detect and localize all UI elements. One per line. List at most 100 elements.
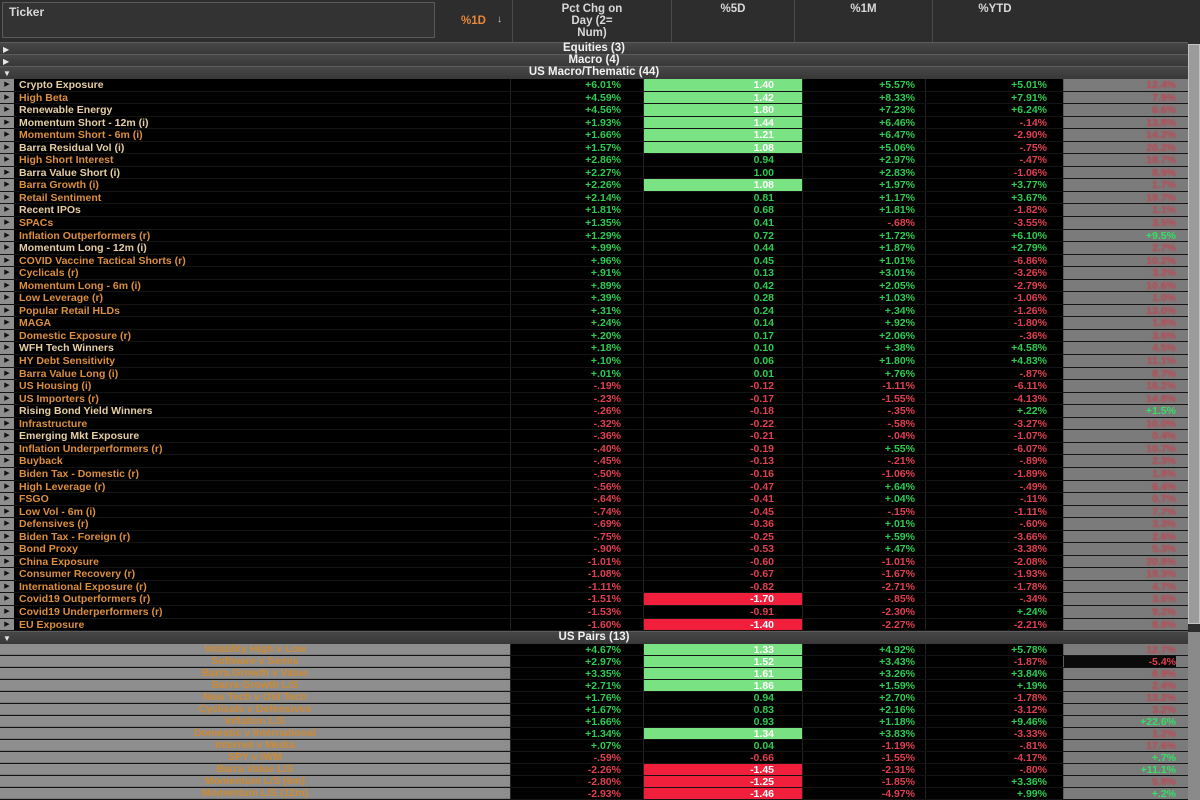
expand-arrow-icon[interactable]: ▶ bbox=[0, 605, 14, 618]
ticker-cell[interactable]: MAGA bbox=[19, 317, 52, 329]
table-row[interactable]: ▶ Recent IPOs +1.81% 0.68 +1.81% -1.82% 1.1% bbox=[0, 204, 1188, 218]
ticker-cell[interactable]: Rising Bond Yield Winners bbox=[19, 405, 153, 417]
collapse-arrow-icon[interactable]: ▼ bbox=[3, 69, 11, 78]
table-row[interactable]: ▶ COVID Vaccine Tactical Shorts (r) +.96% 0… bbox=[0, 254, 1188, 268]
expand-arrow-icon[interactable]: ▶ bbox=[0, 580, 14, 593]
table-row[interactable]: Domestic v International +1.34% 1.34 +3.83%… bbox=[0, 728, 1188, 740]
table-row[interactable]: ▶ HY Debt Sensitivity +.10% 0.06 +1.80% +4.83… bbox=[0, 355, 1188, 368]
table-row[interactable]: Momentum L/S (6m) -2.80% -1.25 -1.85% +3.36%… bbox=[0, 776, 1188, 788]
ticker-cell[interactable]: Software v Semis bbox=[0, 656, 510, 667]
table-row[interactable]: ▶ Covid19 Outperformers (r) -1.51% -1.70 -.8… bbox=[0, 593, 1188, 606]
ticker-cell[interactable]: Barra Growth L/S bbox=[0, 680, 510, 691]
ticker-cell[interactable]: Inflation L/S bbox=[0, 716, 510, 727]
col-header-5d[interactable]: %5D bbox=[671, 0, 794, 42]
expand-arrow-icon[interactable]: ▶ bbox=[0, 154, 14, 166]
expand-arrow-icon[interactable]: ▶ bbox=[0, 493, 14, 505]
expand-arrow-icon[interactable]: ▶ bbox=[0, 317, 14, 329]
table-row[interactable]: ▶ US Importers (r) -.23% -0.17 -1.55% -4.13% 1… bbox=[0, 392, 1188, 406]
expand-arrow-icon[interactable]: ▶ bbox=[0, 229, 14, 242]
table-row[interactable]: ▶ MAGA +.24% 0.14 +.92% -1.80% 1.8% bbox=[0, 317, 1188, 330]
expand-arrow-icon[interactable]: ▶ bbox=[0, 568, 14, 580]
ticker-cell[interactable]: Momentum Long - 6m (i) bbox=[19, 279, 141, 292]
table-row[interactable]: ▶ International Exposure (r) -1.11% -0.82 -2… bbox=[0, 580, 1188, 594]
table-row[interactable]: ▶ Barra Value Long (i) +.01% 0.01 +.76% -.87%… bbox=[0, 367, 1188, 381]
table-row[interactable]: SPY v IWM -.59% -0.66 -1.55% -4.17% +.7% bbox=[0, 752, 1188, 764]
ticker-cell[interactable]: Retail Sentiment bbox=[19, 191, 102, 204]
table-row[interactable]: ▶ Low Leverage (r) +.39% 0.28 +1.03% -1.06% 1.… bbox=[0, 292, 1188, 305]
expand-arrow-icon[interactable]: ▶ bbox=[0, 116, 14, 129]
ticker-cell[interactable]: Popular Retail HLDs bbox=[19, 304, 120, 317]
table-row[interactable]: Momentum L/S (12m) -2.93% -1.46 -4.97% +.99%… bbox=[0, 788, 1188, 800]
ticker-cell[interactable]: Buyback bbox=[19, 455, 63, 467]
table-row[interactable]: ▶ Infrastructure -.32% -0.22 -.58% -3.27% 10.0… bbox=[0, 417, 1188, 431]
collapse-arrow-icon[interactable]: ▼ bbox=[3, 634, 11, 643]
ticker-cell[interactable]: Barra Value Long (i) bbox=[19, 367, 119, 380]
ticker-cell[interactable]: China Exposure bbox=[19, 555, 99, 568]
expand-arrow-icon[interactable]: ▶ bbox=[0, 618, 14, 631]
expand-arrow-icon[interactable]: ▶ bbox=[0, 555, 14, 568]
ticker-cell[interactable]: Consumer Recovery (r) bbox=[19, 568, 136, 580]
table-row[interactable]: Barra Growth L/S +2.71% 1.86 +1.59% +.19% 2.4… bbox=[0, 680, 1188, 692]
table-row[interactable]: ▶ Cyclicals (r) +.91% 0.13 +3.01% -3.26% 3.2% bbox=[0, 267, 1188, 280]
ticker-cell[interactable]: SPACs bbox=[19, 217, 54, 229]
table-row[interactable]: ▶ Barra Growth (i) +2.26% 1.08 +1.97% +3.77% 1… bbox=[0, 179, 1188, 192]
expand-arrow-icon[interactable]: ▶ bbox=[0, 530, 14, 543]
scrollbar-thumb[interactable] bbox=[1188, 44, 1200, 624]
expand-arrow-icon[interactable]: ▶ bbox=[0, 279, 14, 292]
ticker-cell[interactable]: Barra Residual Vol (i) bbox=[19, 141, 125, 154]
ticker-cell[interactable]: FSGO bbox=[19, 493, 49, 505]
ticker-cell[interactable]: Internet v Media bbox=[0, 740, 510, 751]
ticker-cell[interactable]: Low Vol - 6m (i) bbox=[19, 505, 96, 518]
table-row[interactable]: ▶ Rising Bond Yield Winners -.26% -0.18 -.35… bbox=[0, 405, 1188, 418]
table-row[interactable]: ▶ FSGO -.64% -0.41 +.04% -.11% 0.7% bbox=[0, 493, 1188, 506]
table-row[interactable]: ▶ Consumer Recovery (r) -1.08% -0.67 -1.67% -… bbox=[0, 568, 1188, 581]
ticker-cell[interactable]: Domestic v International bbox=[0, 728, 510, 739]
table-row[interactable]: ▶ SPACs +1.35% 0.41 -.68% -3.55% 3.5% bbox=[0, 217, 1188, 230]
ticker-cell[interactable]: Renewable Energy bbox=[19, 104, 113, 116]
table-row[interactable]: Volatility High v Low +4.67% 1.33 +4.92% +5.… bbox=[0, 644, 1188, 656]
ticker-cell[interactable]: Momentum Short - 6m (i) bbox=[19, 129, 143, 141]
table-row[interactable]: ▶ EU Exposure -1.60% -1.40 -2.27% -2.21% 8.8% bbox=[0, 618, 1188, 632]
scrollbar-segment[interactable] bbox=[1188, 632, 1200, 800]
table-row[interactable]: Cyclicals v Defensives +1.67% 0.83 +2.16% -3… bbox=[0, 704, 1188, 716]
table-row[interactable]: ▶ Inflation Underperformers (r) -.40% -0.19… bbox=[0, 442, 1188, 456]
ticker-cell[interactable]: Momentum Long - 12m (i) bbox=[19, 242, 147, 254]
ticker-cell[interactable]: US Housing (i) bbox=[19, 380, 92, 392]
table-row[interactable]: ▶ Emerging Mkt Exposure -.36% -0.21 -.04% -1.… bbox=[0, 430, 1188, 443]
ticker-cell[interactable]: Barra Growth (i) bbox=[19, 179, 99, 191]
table-row[interactable]: ▶ China Exposure -1.01% -0.60 -1.01% -2.08% 20… bbox=[0, 555, 1188, 569]
ticker-cell[interactable]: SPY v IWM bbox=[0, 752, 510, 763]
expand-arrow-icon[interactable]: ▶ bbox=[0, 505, 14, 518]
ticker-cell[interactable]: Momentum L/S (12m) bbox=[0, 788, 510, 799]
table-row[interactable]: ▶ High Short Interest +2.86% 0.94 +2.97% -.47… bbox=[0, 154, 1188, 167]
table-row[interactable]: ▶ Popular Retail HLDs +.31% 0.24 +.34% -1.26%… bbox=[0, 304, 1188, 318]
expand-arrow-icon[interactable]: ▶ bbox=[0, 455, 14, 467]
expand-arrow-icon[interactable]: ▶ bbox=[0, 242, 14, 254]
col-header-1m[interactable]: %1M bbox=[794, 0, 932, 42]
expand-arrow-icon[interactable]: ▶ bbox=[0, 467, 14, 480]
table-row[interactable]: ▶ WFH Tech Winners +.18% 0.10 +.38% +4.58% 4.5… bbox=[0, 342, 1188, 356]
table-row[interactable]: ▶ Bond Proxy -.90% -0.53 +.47% -3.38% 5.3% bbox=[0, 543, 1188, 556]
expand-arrow-icon[interactable]: ▶ bbox=[0, 129, 14, 141]
expand-arrow-icon[interactable]: ▶ bbox=[0, 141, 14, 154]
table-row[interactable]: ▶ Inflation Outperformers (r) +1.29% 0.72 +1… bbox=[0, 229, 1188, 243]
table-row[interactable]: ▶ Momentum Short - 12m (i) +1.93% 1.44 +6.46… bbox=[0, 116, 1188, 130]
expand-arrow-icon[interactable]: ▶ bbox=[0, 254, 14, 267]
table-row[interactable]: New Tech v Old Tech +1.76% 0.94 +2.70% -1.78… bbox=[0, 692, 1188, 704]
expand-arrow-icon[interactable]: ▶ bbox=[0, 442, 14, 455]
expand-arrow-icon[interactable]: ▶ bbox=[0, 166, 14, 179]
ticker-cell[interactable]: Domestic Exposure (r) bbox=[19, 329, 132, 342]
expand-arrow-icon[interactable]: ▶ bbox=[0, 405, 14, 417]
table-row[interactable]: ▶ Biden Tax - Domestic (r) -.50% -0.16 -1.06… bbox=[0, 467, 1188, 481]
ticker-cell[interactable]: Biden Tax - Foreign (r) bbox=[19, 530, 131, 543]
table-row[interactable]: Internet v Media +.07% 0.04 -1.19% -.81% 17.6… bbox=[0, 740, 1188, 752]
table-row[interactable]: ▶ Buyback -.45% -0.13 -.21% -.89% 2.3% bbox=[0, 455, 1188, 468]
ticker-cell[interactable]: WFH Tech Winners bbox=[19, 342, 114, 355]
sort-descending-icon[interactable]: ↓ bbox=[497, 14, 502, 25]
ticker-cell[interactable]: Crypto Exposure bbox=[19, 79, 104, 91]
ticker-cell[interactable]: Volatility High v Low bbox=[0, 644, 510, 655]
col-header-ytd[interactable]: %YTD bbox=[932, 0, 1057, 42]
ticker-cell[interactable]: Inflation Underperformers (r) bbox=[19, 442, 163, 455]
ticker-cell[interactable]: Infrastructure bbox=[19, 417, 88, 430]
ticker-cell[interactable]: High Leverage (r) bbox=[19, 480, 106, 493]
